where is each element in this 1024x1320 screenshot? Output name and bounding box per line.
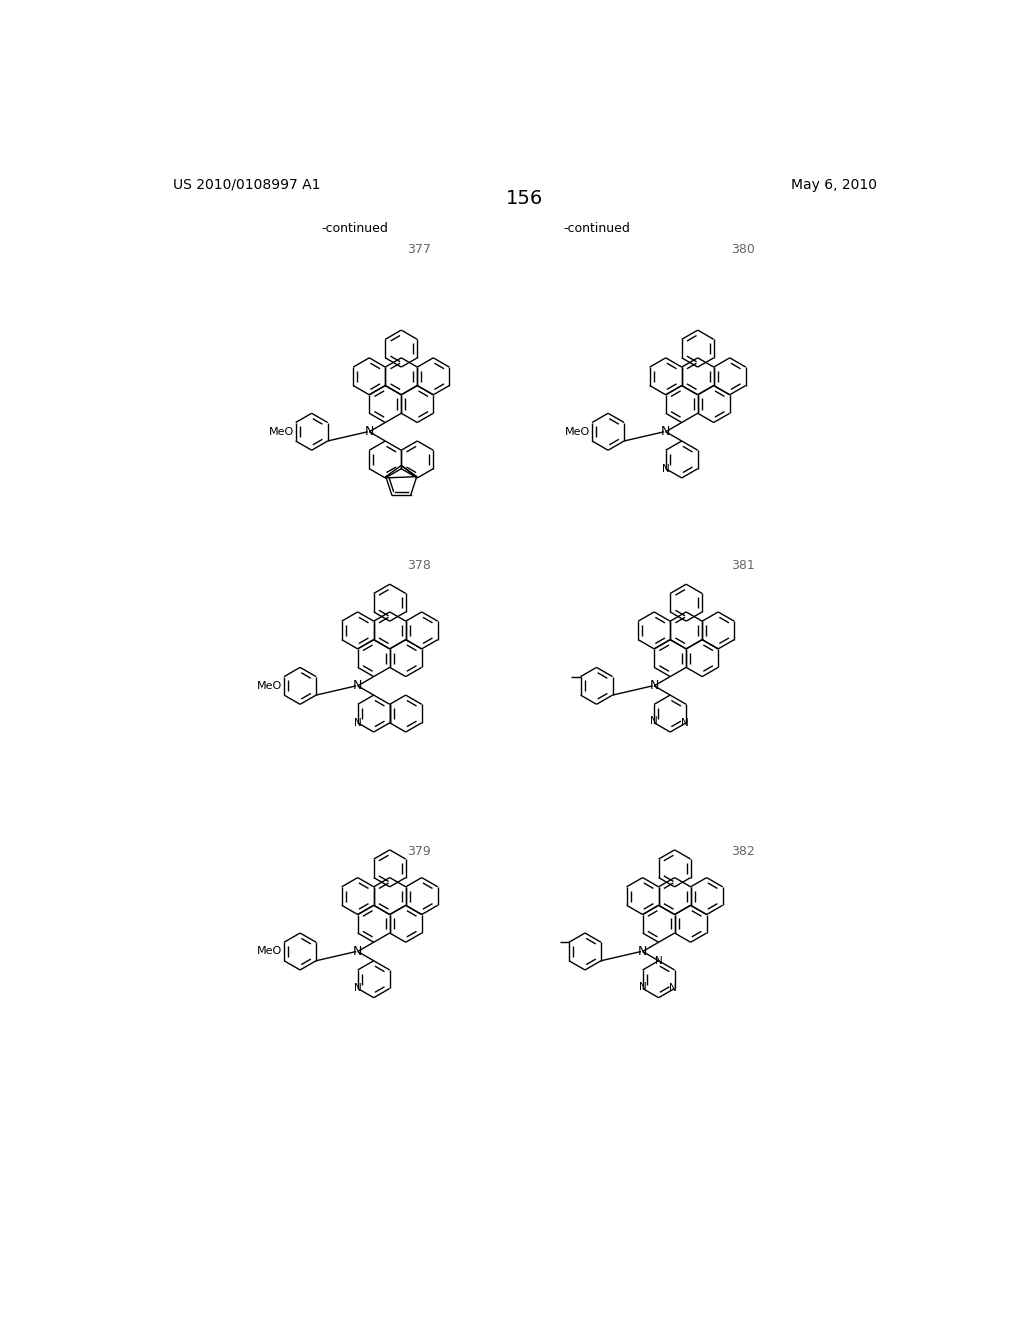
Text: N: N — [670, 983, 677, 994]
Text: N: N — [650, 717, 658, 726]
Text: 382: 382 — [731, 845, 755, 858]
Text: N: N — [681, 718, 688, 727]
Text: US 2010/0108997 A1: US 2010/0108997 A1 — [173, 178, 321, 191]
Text: N: N — [354, 983, 361, 994]
Text: 378: 378 — [408, 558, 431, 572]
Text: N: N — [353, 680, 362, 693]
Text: MeO: MeO — [257, 681, 283, 690]
Text: N: N — [639, 982, 646, 991]
Text: N: N — [365, 425, 374, 438]
Text: -continued: -continued — [322, 222, 388, 235]
Text: May 6, 2010: May 6, 2010 — [792, 178, 878, 191]
Text: -continued: -continued — [563, 222, 630, 235]
Text: N: N — [654, 956, 663, 966]
Text: MeO: MeO — [257, 946, 283, 957]
Text: N: N — [662, 425, 671, 438]
Text: 377: 377 — [408, 243, 431, 256]
Text: 381: 381 — [731, 558, 755, 572]
Text: 379: 379 — [408, 845, 431, 858]
Text: 380: 380 — [731, 243, 755, 256]
Text: N: N — [354, 718, 361, 727]
Text: N: N — [662, 463, 670, 474]
Text: MeO: MeO — [565, 426, 591, 437]
Text: MeO: MeO — [269, 426, 294, 437]
Text: N: N — [649, 680, 658, 693]
Text: N: N — [638, 945, 647, 958]
Text: N: N — [353, 945, 362, 958]
Text: 156: 156 — [506, 189, 544, 209]
